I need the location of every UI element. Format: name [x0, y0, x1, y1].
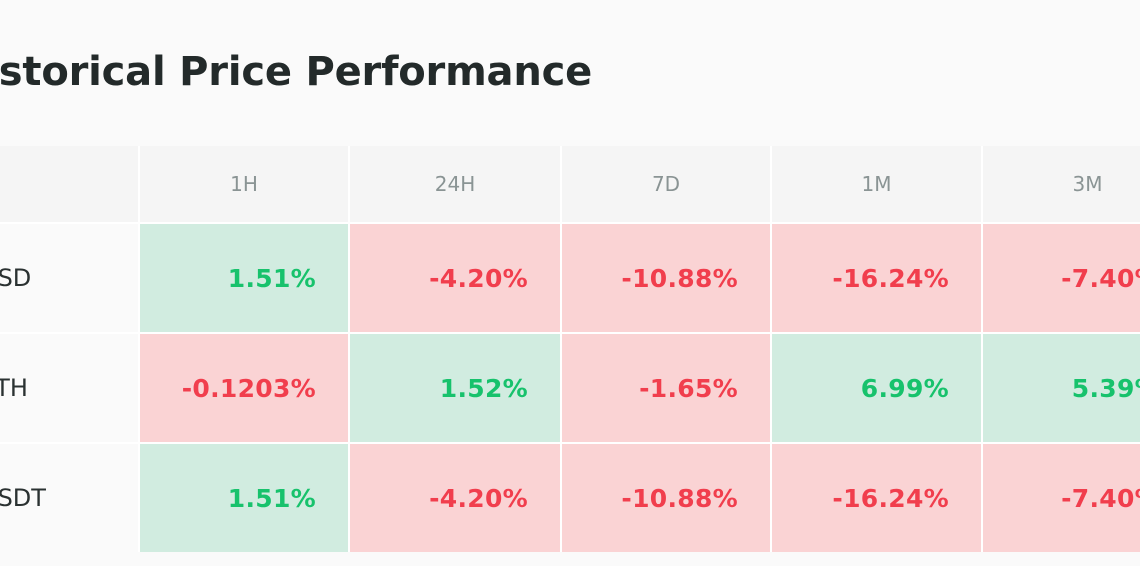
change-cell: -7.40% [983, 444, 1140, 552]
change-cell: 1.51% [140, 444, 348, 552]
change-cell: 6.99% [772, 334, 981, 442]
column-header-3m: 3M [983, 146, 1140, 222]
change-cell: 1.52% [350, 334, 560, 442]
column-header-7d: 7D [562, 146, 770, 222]
column-header-1h: 1H [140, 146, 348, 222]
change-cell: -7.40% [983, 224, 1140, 332]
change-cell: -10.88% [562, 444, 770, 552]
change-cell: -10.88% [562, 224, 770, 332]
change-cell: -4.20% [350, 224, 560, 332]
row-pair-label: ETH [0, 334, 138, 442]
corner-header-cell [0, 146, 138, 222]
column-header-1m: 1M [772, 146, 981, 222]
page-title: Historical Price Performance [0, 49, 593, 95]
row-pair-label: USDT [0, 444, 138, 552]
change-cell: -0.1203% [140, 334, 348, 442]
performance-table: 1H 24H 7D 1M 3M USD 1.51% -4.20% -10.88%… [0, 146, 1140, 552]
change-cell: -16.24% [772, 444, 981, 552]
change-cell: 1.51% [140, 224, 348, 332]
change-cell: -1.65% [562, 334, 770, 442]
change-cell: -4.20% [350, 444, 560, 552]
change-cell: 5.39% [983, 334, 1140, 442]
column-header-24h: 24H [350, 146, 560, 222]
row-pair-label: USD [0, 224, 138, 332]
change-cell: -16.24% [772, 224, 981, 332]
